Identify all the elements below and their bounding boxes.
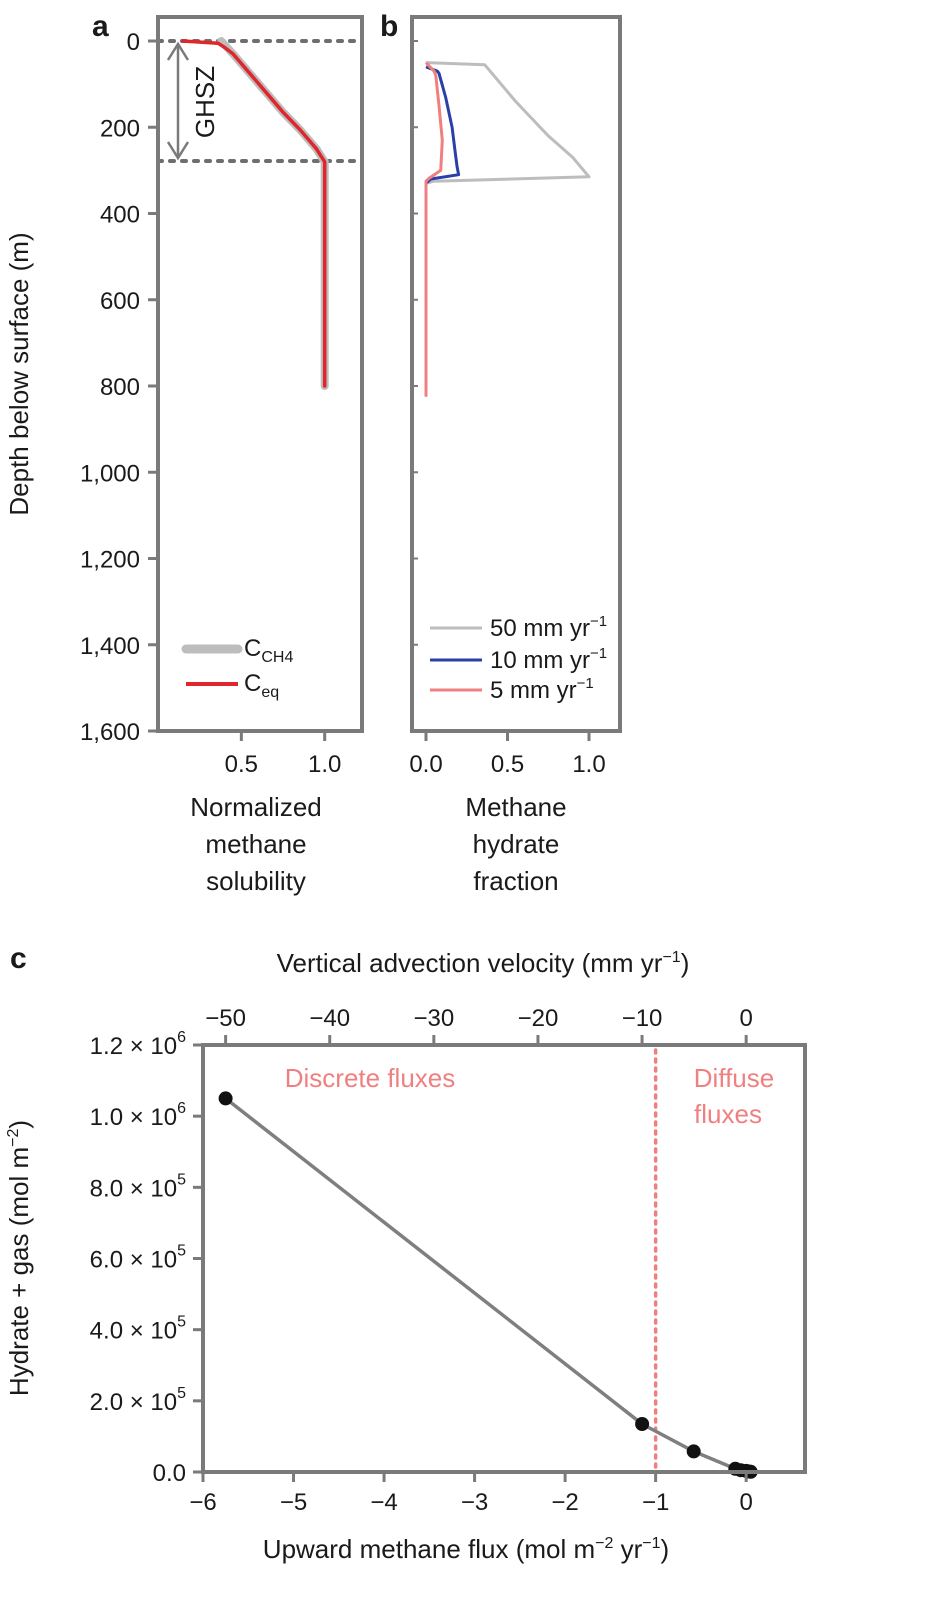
y-tick-label: 800 <box>100 374 140 401</box>
panel-c-y-axis: 0.0 2.0 × 105 4.0 × 105 6.0 × 105 8.0 × 105 1… <box>90 1029 203 1487</box>
y-tick-label: 1.2 × 106 <box>90 1029 186 1060</box>
panel-b-x-axis: 0.0 0.5 1.0 <box>409 731 606 778</box>
x-tick-label: −1 <box>642 1489 669 1516</box>
y-tick-label: 1,000 <box>80 460 140 487</box>
panel-a-x-title-line2: methane <box>205 829 306 859</box>
legend-label-50: 50 mm yr−1 <box>490 613 607 642</box>
y-tick-label: 1,600 <box>80 719 140 746</box>
legend-label-10: 10 mm yr−1 <box>490 645 607 674</box>
panel-a-x-axis: 0.5 1.0 <box>225 731 341 778</box>
panel-a-x-title-line3: solubility <box>206 866 306 896</box>
series-line-cch4 <box>217 37 329 390</box>
ghsz-arrow <box>166 41 190 161</box>
panel-b-label: b <box>380 10 398 43</box>
panel-b-series <box>424 61 591 397</box>
panel-a-x-title-line1: Normalized <box>190 792 322 822</box>
panel-a-legend: CCH4 Ceq <box>181 635 293 701</box>
y-tick-label: 1,400 <box>80 633 140 660</box>
panel-b-x-title-line1: Methane <box>465 792 566 822</box>
data-point <box>218 1091 233 1106</box>
ghsz-label: GHSZ <box>190 66 220 138</box>
panel-c-label: c <box>10 942 27 975</box>
top-x-tick-label: −30 <box>413 1005 454 1032</box>
panel-c-top-x-title: Vertical advection velocity (mm yr−1) <box>277 948 690 978</box>
series-line-ceq <box>181 39 327 388</box>
panel-b-x-title-line3: fraction <box>473 866 558 896</box>
fit-line <box>224 1097 751 1474</box>
panel-b-y-ticks <box>412 40 418 732</box>
panel-a-series <box>181 37 329 390</box>
y-tick-label: 400 <box>100 202 140 229</box>
x-tick-label: −3 <box>461 1489 488 1516</box>
x-tick-label: 1.0 <box>572 751 605 778</box>
top-x-tick-label: −50 <box>205 1005 246 1032</box>
panel-b-legend: 50 mm yr−1 10 mm yr−1 5 mm yr−1 <box>430 613 607 704</box>
x-tick-label: −6 <box>189 1489 216 1516</box>
series-line-10mm <box>424 65 461 192</box>
data-point <box>635 1417 650 1431</box>
panel-b-frame <box>410 15 622 733</box>
y-tick-label: 8.0 × 105 <box>90 1171 186 1202</box>
panel-c: c Vertical advection velocity (mm yr−1) … <box>4 942 807 1564</box>
panel-c-x-title: Upward methane flux (mol m−2 yr−1) <box>263 1534 669 1564</box>
y-tick-label: 1,200 <box>80 547 140 574</box>
panel-a: a GHSZ 0 200 400 600 800 1,000 1,200 1,400 1,600… <box>4 10 364 896</box>
x-tick-label: −5 <box>280 1489 307 1516</box>
legend-label-ceq: Ceq <box>244 670 279 701</box>
series-line-5mm <box>424 61 444 397</box>
panel-c-plot <box>218 1091 758 1479</box>
legend-label-5: 5 mm yr−1 <box>490 675 594 704</box>
panel-c-x-axis: −6 −5 −4 −3 −2 −1 0 <box>189 1472 753 1516</box>
panel-a-frame <box>156 15 364 733</box>
panel-c-y-title: Hydrate + gas (mol m−2) <box>4 1120 34 1396</box>
top-x-tick-label: −10 <box>622 1005 663 1032</box>
x-tick-label: 0.5 <box>491 751 524 778</box>
panel-a-y-axis: 0 200 400 600 800 1,000 1,200 1,400 1,600 <box>80 29 158 746</box>
x-tick-label: −4 <box>370 1489 397 1516</box>
x-tick-label: 0 <box>739 1489 752 1516</box>
panel-a-label: a <box>92 10 109 43</box>
y-tick-label: 6.0 × 105 <box>90 1243 186 1274</box>
y-tick-label: 4.0 × 105 <box>90 1314 186 1345</box>
series-line-50mm <box>425 61 591 185</box>
top-x-tick-label: −20 <box>518 1005 559 1032</box>
top-x-tick-label: 0 <box>739 1005 752 1032</box>
y-tick-label: 2.0 × 105 <box>90 1385 186 1416</box>
y-axis-title: Depth below surface (m) <box>4 232 34 515</box>
y-tick-label: 200 <box>100 115 140 142</box>
y-tick-label: 0 <box>127 29 140 56</box>
y-tick-label: 1.0 × 106 <box>90 1100 186 1131</box>
data-point <box>686 1444 701 1459</box>
panel-b-x-title-line2: hydrate <box>473 829 560 859</box>
panel-b: b 0.0 0.5 1.0 Methane hydrate fraction 50 … <box>380 10 622 896</box>
x-tick-label: −2 <box>551 1489 578 1516</box>
legend-label-cch4: CCH4 <box>244 635 293 666</box>
y-tick-label: 600 <box>100 288 140 315</box>
annotation-diffuse-line1: Diffuse <box>694 1063 774 1093</box>
panel-c-top-x-axis: −50 −40 −30 −20 −10 0 <box>205 1005 753 1045</box>
top-x-tick-label: −40 <box>309 1005 350 1032</box>
annotation-diffuse-line2: fluxes <box>694 1099 762 1129</box>
x-tick-label: 0.5 <box>225 751 258 778</box>
x-tick-label: 0.0 <box>409 751 442 778</box>
x-tick-label: 1.0 <box>308 751 341 778</box>
y-tick-label: 0.0 <box>153 1460 186 1487</box>
annotation-discrete-fluxes: Discrete fluxes <box>285 1063 456 1093</box>
